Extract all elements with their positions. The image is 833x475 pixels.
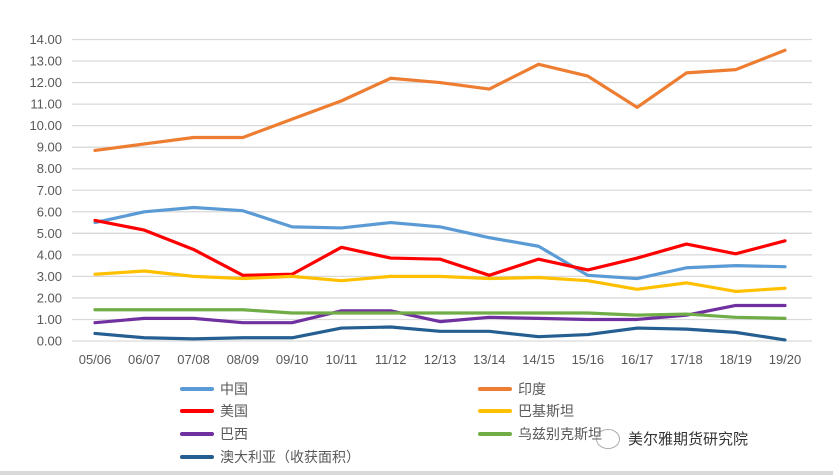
y-tick-label: 2.00 <box>37 290 62 305</box>
legend-item-usa: 美国 <box>180 401 248 421</box>
y-tick-label: 4.00 <box>37 247 62 262</box>
y-tick-label: 11.00 <box>30 97 62 112</box>
x-tick-label: 14/15 <box>522 352 555 367</box>
series-line-中国 <box>93 205 787 281</box>
x-tick-label: 17/18 <box>670 352 703 367</box>
legend-swatch <box>180 455 214 459</box>
legend-label: 澳大利亚（收获面积） <box>220 450 360 466</box>
x-tick-label: 06/07 <box>128 352 161 367</box>
legend-swatch <box>478 432 512 436</box>
legend-label: 巴基斯坦 <box>518 404 574 420</box>
x-tick-label: 10/11 <box>326 352 358 367</box>
legend-item-pakistan: 巴基斯坦 <box>478 401 574 421</box>
series-line-澳大利亚（收获面积） <box>93 325 787 342</box>
series-line-印度 <box>93 48 787 153</box>
legend-swatch <box>478 409 512 413</box>
y-tick-label: 5.00 <box>37 226 62 241</box>
y-tick-label: 0.00 <box>37 334 62 349</box>
legend-label: 印度 <box>518 382 546 398</box>
legend-item-brazil: 巴西 <box>180 424 248 444</box>
x-tick-label: 07/08 <box>177 352 210 367</box>
watermark: 美尔雅期货研究院 <box>596 428 748 449</box>
legend-item-china: 中国 <box>180 379 248 399</box>
y-tick-label: 6.00 <box>37 204 62 219</box>
x-tick-label: 13/14 <box>473 352 506 367</box>
wechat-icon <box>596 428 620 449</box>
legend-swatch <box>478 387 512 391</box>
bottom-bar <box>0 471 833 475</box>
legend-item-australia: 澳大利亚（收获面积） <box>180 447 360 467</box>
legend-label: 乌兹别克斯坦 <box>518 427 602 443</box>
x-tick-label: 11/12 <box>375 352 407 367</box>
y-tick-label: 12.00 <box>29 75 62 90</box>
legend-label: 中国 <box>220 382 248 398</box>
series-line-巴基斯坦 <box>93 269 787 294</box>
legend-swatch <box>180 387 214 391</box>
x-tick-label: 15/16 <box>572 352 605 367</box>
legend-item-india: 印度 <box>478 379 546 399</box>
y-tick-label: 10.00 <box>29 118 62 133</box>
legend-label: 美国 <box>220 404 248 420</box>
x-tick-label: 18/19 <box>719 352 752 367</box>
y-tick-label: 3.00 <box>37 269 62 284</box>
x-tick-label: 19/20 <box>769 352 802 367</box>
legend-label: 巴西 <box>220 427 248 443</box>
x-tick-label: 12/13 <box>424 352 457 367</box>
y-tick-label: 14.00 <box>29 32 62 47</box>
x-tick-label: 16/17 <box>621 352 654 367</box>
x-tick-label: 05/06 <box>79 352 112 367</box>
legend-item-uzbekistan: 乌兹别克斯坦 <box>478 424 602 444</box>
x-tick-label: 08/09 <box>227 352 260 367</box>
watermark-text: 美尔雅期货研究院 <box>628 430 749 448</box>
series-line-美国 <box>93 218 787 277</box>
legend-swatch <box>180 409 214 413</box>
y-tick-label: 1.00 <box>37 312 62 327</box>
legend-swatch <box>180 432 214 436</box>
y-tick-label: 13.00 <box>29 54 62 69</box>
y-tick-label: 8.00 <box>37 161 62 176</box>
y-tick-label: 9.00 <box>37 140 62 155</box>
x-tick-label: 09/10 <box>276 352 309 367</box>
y-tick-label: 7.00 <box>37 183 62 198</box>
